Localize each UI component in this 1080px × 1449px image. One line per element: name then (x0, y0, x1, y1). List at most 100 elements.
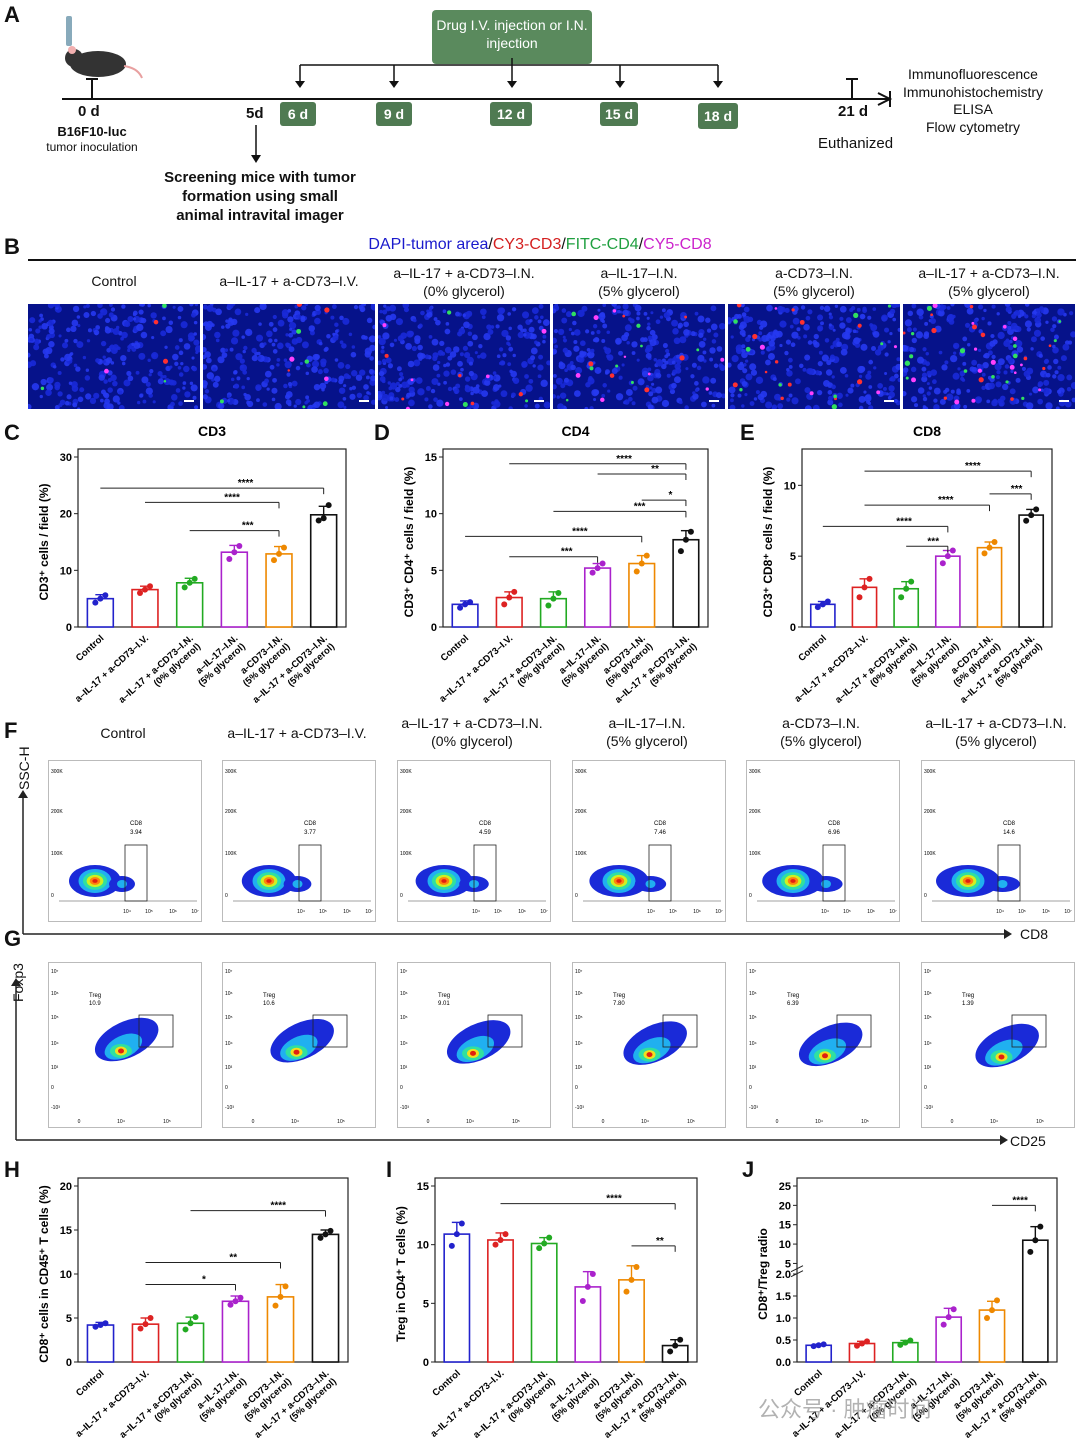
group-title-line1: a–IL-17 + a-CD73–I.N. (918, 265, 1060, 281)
legend-sep: / (561, 236, 566, 253)
flow-x-tick: 10⁵ (669, 909, 677, 915)
data-point (501, 601, 508, 608)
x-tick-label: a–IL-17–I.N.(5% glycerol) (552, 633, 611, 689)
flow-y-tick: 10⁶ (924, 991, 932, 997)
flow-x-tick: 10⁴ (821, 909, 829, 915)
sig-label: ** (651, 464, 659, 475)
flow-plot-treg: 10⁷ 10⁶ 10⁵ 10⁴ 10³ 0 -10³ 0 10⁴ 10⁵ Treg 7.80 (572, 962, 726, 1128)
bar (309, 514, 338, 628)
x-tick-label: a–IL-17 + a-CD73–I.V. (73, 633, 151, 705)
data-point (192, 1314, 199, 1321)
bar (574, 1286, 602, 1363)
data-point (315, 517, 322, 524)
data-point (277, 1293, 284, 1300)
day-6-box: 6 d (280, 102, 316, 126)
euthanized-label: Euthanized (818, 135, 894, 152)
bar (935, 1316, 963, 1363)
bar (451, 603, 479, 628)
group-title-b: a–IL-17–I.N. (5% glycerol) (543, 264, 735, 300)
y-axis-label: Treg in CD4⁺ T cells (%) (394, 1206, 408, 1342)
group-title-b: a-CD73–I.N. (5% glycerol) (718, 264, 910, 300)
data-point (187, 1320, 194, 1327)
flow-x-tick: 0 (78, 1119, 81, 1125)
y-tick-label: 15 (417, 1181, 429, 1193)
flow-y-tick: 10⁵ (575, 1015, 583, 1021)
gate-value: 6.96 (828, 830, 840, 836)
sig-label: *** (927, 536, 939, 547)
sig-label: **** (965, 461, 981, 472)
y-tick-label: 15 (425, 452, 437, 464)
density-contour (997, 880, 1008, 888)
group-title-f: a–IL-17 + a-CD73–I.N. (0% glycerol) (377, 714, 567, 750)
flow-plot-cd8: 300K 200K 100K 0 10⁴ 10⁵ 10⁶ 10⁷ CD8 3.94 (48, 760, 202, 922)
data-point (1027, 1248, 1034, 1255)
data-point (907, 1337, 914, 1344)
microscopy-image (28, 304, 200, 409)
data-point (511, 588, 518, 595)
density-contour (822, 1053, 828, 1059)
y-axis-label: CD8⁺/Treg radio (756, 1228, 770, 1320)
flow-y-tick: 10⁵ (400, 1015, 408, 1021)
group-title-line2: (5% glycerol) (948, 283, 1030, 299)
flow-f-axes (18, 790, 1012, 939)
flow-y-tick: 10³ (51, 1065, 59, 1071)
flow-plot-treg: 10⁷ 10⁶ 10⁵ 10⁴ 10³ 0 -10³ 0 10⁴ 10⁵ Treg 1.39 (921, 962, 1075, 1128)
flow-x-tick: 10⁴ (990, 1119, 998, 1125)
data-point (497, 1236, 504, 1243)
y-tick-label: 5 (785, 1258, 791, 1270)
flow-x-tick: 10⁵ (512, 1119, 520, 1125)
data-point (555, 590, 562, 596)
sig-label: *** (634, 501, 646, 512)
x-tick-label: a–IL-17 + a-CD73–I.V. (429, 1368, 507, 1440)
data-point (623, 1288, 630, 1295)
data-point (453, 1231, 460, 1238)
group-title-f: a–IL-17–I.N. (5% glycerol) (552, 714, 742, 750)
chart-title: CD8 (913, 423, 941, 439)
data-point (102, 1320, 109, 1327)
y-tick-label: 1.0 (776, 1313, 791, 1325)
group-title-line2: (5% glycerol) (955, 733, 1037, 749)
timeline-axis (62, 58, 893, 163)
inoculation-line1: B16F10-luc (57, 124, 127, 139)
gate-name: Treg (263, 993, 275, 999)
flow-y-tick: 200K (749, 809, 761, 815)
data-point (186, 579, 193, 586)
data-point (448, 1242, 455, 1249)
plot-frame (796, 1177, 1058, 1363)
gate-box (997, 844, 1021, 902)
flow-y-tick: 10⁷ (575, 969, 583, 975)
gate-name: CD8 (130, 821, 143, 827)
bar (265, 553, 293, 628)
group-title-line1: a–IL-17 + a-CD73–I.V. (219, 273, 359, 289)
x-tick-label: a–IL-17 + a-CD73–I.V. (437, 633, 515, 705)
flow-x-tick: 10⁴ (472, 909, 480, 915)
gate-name: CD8 (1003, 821, 1016, 827)
sig-label: **** (572, 526, 588, 537)
y-tick-label: 5 (423, 1298, 429, 1310)
flow-y-tick: 300K (400, 769, 412, 775)
group-title-line1: a–IL-17 + a-CD73–I.N. (925, 715, 1067, 731)
data-point (231, 549, 238, 556)
y-tick-label: 20 (60, 1181, 72, 1193)
density-contour (293, 1049, 300, 1055)
y-tick-label: 15 (60, 1225, 72, 1237)
data-point (599, 560, 606, 567)
data-point (897, 1341, 904, 1348)
data-point (92, 599, 99, 606)
flow-y-tick: 10⁵ (225, 1015, 233, 1021)
flow-x-tick: 0 (427, 1119, 430, 1125)
flow-y-tick: 0 (51, 1085, 54, 1091)
density-contour (292, 880, 303, 888)
flow-y-tick: 10⁷ (51, 969, 59, 975)
group-title-f: a-CD73–I.N. (5% glycerol) (726, 714, 916, 750)
flow-f-ylabel: SSC-H (16, 746, 32, 790)
data-point (317, 1234, 324, 1241)
flow-y-tick: -10³ (924, 1105, 933, 1111)
data-point (142, 1321, 149, 1328)
flow-y-tick: 200K (924, 809, 936, 815)
data-point (945, 1314, 952, 1321)
flow-y-tick: 100K (749, 851, 761, 857)
flow-y-tick: 10³ (400, 1065, 408, 1071)
group-title-line1: a–IL-17 + a-CD73–I.V. (227, 725, 367, 741)
data-point (322, 1231, 329, 1238)
